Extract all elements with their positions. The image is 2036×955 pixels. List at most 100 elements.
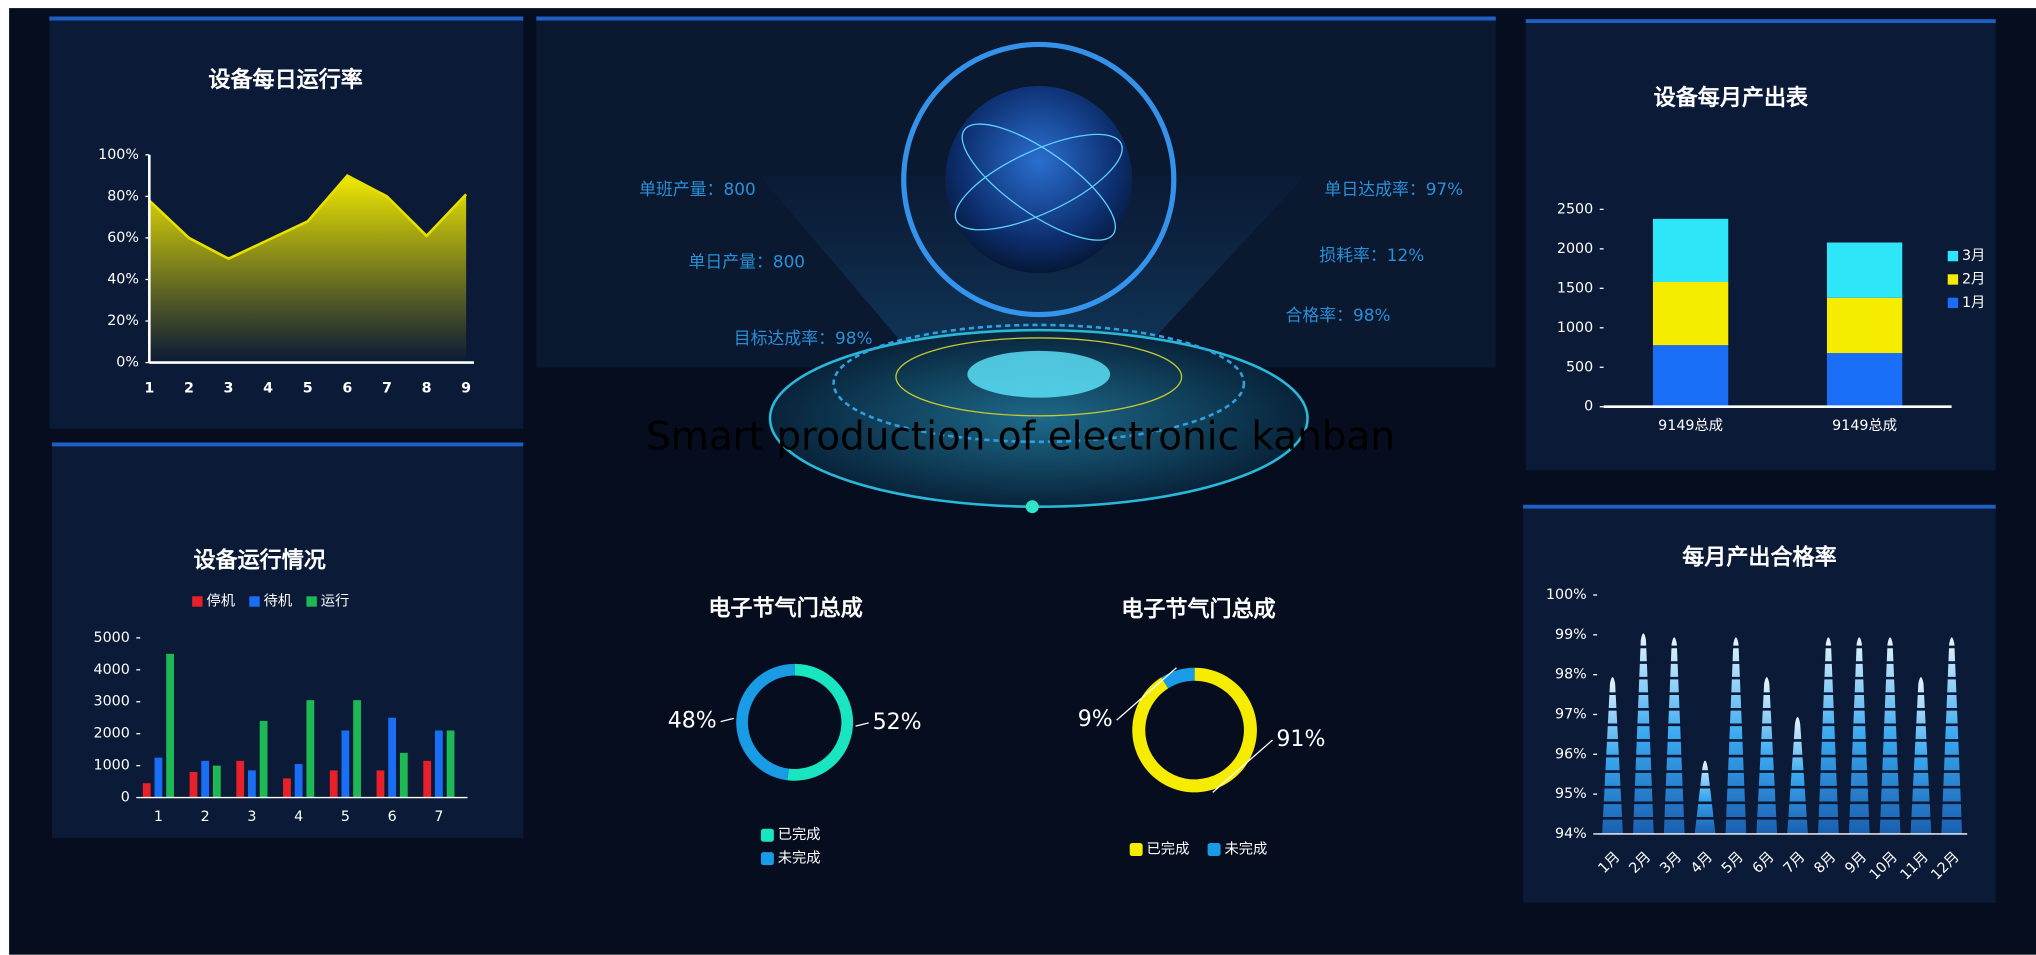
bar [166, 653, 174, 798]
legend-swatch [1207, 843, 1221, 857]
legend-label: 1月 [1962, 295, 1985, 311]
stat: 目标达成率：98% [734, 328, 873, 348]
donut-slice [787, 663, 854, 781]
bar [259, 720, 268, 798]
spike-bar [1879, 637, 1901, 834]
y-tick-label: 2500 [1557, 201, 1593, 217]
bar-segment [1652, 281, 1729, 346]
legend-label: 3月 [1962, 248, 1985, 264]
spike-bar [1818, 637, 1839, 834]
bar [341, 730, 350, 798]
donut-slice [736, 663, 795, 781]
bar-segment [1826, 353, 1903, 407]
chart-title: 设备每日运行率 [208, 67, 362, 93]
x-tick-label: 8 [422, 381, 432, 397]
bar [434, 730, 443, 798]
y-tick-label: 2000 [94, 726, 130, 742]
globe [945, 86, 1133, 273]
y-tick-label: 60% [107, 230, 139, 246]
orbit [954, 133, 1123, 231]
legend-label: 已完成 [1147, 841, 1190, 858]
leader-line [855, 722, 869, 727]
platform-ring [895, 337, 1183, 417]
chart-title: 电子节气门总成 [708, 595, 862, 621]
x-tick-label: 7 [382, 381, 392, 397]
legend-label: 待机 [264, 593, 293, 610]
platform-ring [832, 323, 1246, 444]
chart-title: 设备每月产出表 [1654, 85, 1809, 111]
x-tick-label: 3 [247, 809, 256, 825]
y-tick-label: 100% [1546, 587, 1587, 603]
chart-title: 设备运行情况 [193, 547, 325, 573]
bar [376, 770, 385, 798]
bar [329, 770, 338, 798]
x-tick-label: 2 [184, 381, 194, 397]
platform-dot [1025, 500, 1039, 514]
platform-core [967, 350, 1111, 398]
bar [142, 783, 151, 798]
bar-segment [1652, 345, 1729, 407]
legend-swatch [1947, 250, 1959, 262]
bar [212, 765, 221, 798]
x-tick-label: 5 [341, 809, 350, 825]
y-tick-label: 4000 [94, 662, 130, 678]
bar [294, 764, 303, 798]
legend-swatch [192, 596, 203, 607]
stat: 单班产量：800 [639, 179, 756, 199]
legend-swatch [760, 828, 774, 842]
panel [1523, 506, 1996, 903]
legend-label: 未完成 [778, 850, 821, 867]
bar [236, 760, 245, 798]
spike-bar [1725, 637, 1747, 834]
y-tick-label: 3000 [94, 694, 130, 710]
x-tick-label: 4 [263, 381, 273, 397]
spike-bar [1694, 760, 1716, 834]
legend-swatch [249, 596, 260, 607]
leader-line [1116, 667, 1177, 721]
x-tick-label: 3 [224, 381, 234, 397]
page-title: Smart production of electronic kanban [646, 415, 1395, 460]
x-tick-label: 5 [303, 381, 313, 397]
x-tick-label: 9149总成 [1658, 417, 1723, 434]
y-tick-label: 0% [116, 355, 139, 371]
chart-title: 电子节气门总成 [1121, 597, 1275, 623]
stat: 损耗率：12% [1319, 245, 1424, 265]
data-label: 52% [873, 710, 922, 735]
bar [446, 730, 455, 798]
x-tick-label: 9149总成 [1832, 417, 1897, 434]
x-tick-label: 1 [144, 381, 154, 397]
data-label: 9% [1078, 707, 1113, 732]
legend-label: 未完成 [1224, 841, 1267, 858]
orbit [961, 123, 1116, 241]
y-tick-label: 5000 [94, 630, 130, 646]
bar-segment [1652, 218, 1729, 282]
leader-line [1212, 739, 1273, 793]
spike-bar [1941, 637, 1963, 834]
legend-label: 2月 [1962, 271, 1985, 287]
area-fill [149, 175, 467, 363]
y-tick-label: 95% [1555, 786, 1587, 802]
y-tick-label: 20% [107, 313, 139, 329]
x-tick-label: 1 [154, 809, 163, 825]
spike-bar [1663, 637, 1685, 834]
stat: 单日产量：800 [688, 252, 805, 272]
y-tick-label: 94% [1555, 826, 1587, 842]
bar [423, 760, 432, 798]
data-label: 48% [668, 709, 717, 734]
y-tick-label: 80% [107, 188, 139, 204]
y-tick-label: 0 [121, 790, 130, 806]
chart-title: 每月产出合格率 [1682, 545, 1836, 571]
panel [1525, 21, 1996, 471]
x-tick-label: 4 [294, 809, 303, 825]
y-tick-label: 40% [107, 271, 139, 287]
bar [399, 752, 408, 798]
bar [248, 770, 256, 798]
data-label: 91% [1276, 727, 1325, 752]
y-tick-label: 97% [1555, 706, 1587, 722]
bar [306, 700, 315, 798]
legend-swatch [1947, 297, 1959, 309]
bar [201, 760, 210, 798]
y-tick-label: 0 [1584, 399, 1593, 415]
bar-segment [1826, 242, 1903, 298]
